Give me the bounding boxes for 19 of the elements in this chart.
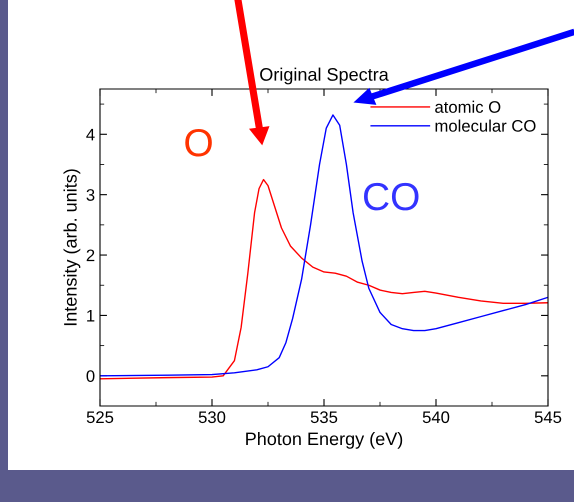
y-tick-label: 3 [86, 189, 94, 201]
annotation: O [185, 128, 212, 156]
x-tick-label: 530 [198, 411, 226, 424]
y-tick-label: 4 [86, 128, 95, 140]
x-tick-label: 545 [534, 411, 562, 424]
annotation: CO [364, 182, 419, 210]
legend-label: atomic O [435, 100, 500, 113]
line-series [100, 178, 548, 380]
legend-label: molecular CO [436, 120, 536, 132]
y-axis-title: Intensity (arb. units) [63, 169, 80, 326]
x-tick-label: 525 [86, 411, 114, 424]
y-tick-label: 0 [86, 370, 94, 382]
x-axis-title: Photon Energy (eV) [246, 432, 402, 449]
line-series [100, 114, 548, 377]
chart-title: Original Spectra [260, 68, 389, 84]
y-tick-label: 2 [86, 249, 94, 262]
y-tick-label: 1 [87, 310, 94, 322]
x-tick-label: 540 [422, 411, 450, 424]
x-tick-label: 535 [310, 411, 338, 424]
